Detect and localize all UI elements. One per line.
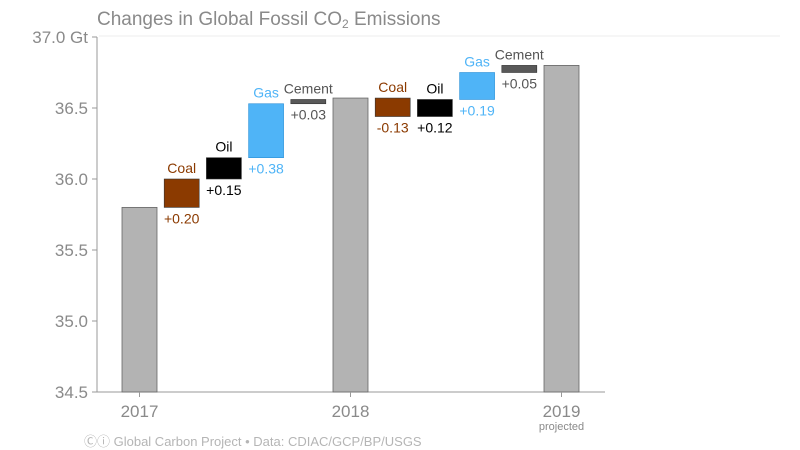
step-bar-cement <box>501 65 538 73</box>
step-value-label: +0.20 <box>164 210 200 226</box>
step-value-label: -0.13 <box>377 120 409 136</box>
y-tick-label: 35.5 <box>55 241 88 260</box>
total-bar-2018 <box>332 97 369 393</box>
step-value-label: +0.12 <box>417 120 453 136</box>
step-name-label: Cement <box>284 80 333 96</box>
step-value-label: +0.03 <box>291 107 327 123</box>
y-tick-label: 37.0 Gt <box>32 28 88 47</box>
chart-title: Changes in Global Fossil CO2 Emissions <box>97 9 441 31</box>
y-tick-label: 35.0 <box>55 312 88 331</box>
total-bar-2019 <box>543 65 580 393</box>
step-bar-coal <box>163 178 200 208</box>
total-bar-2017 <box>121 206 158 393</box>
step-name-label: Coal <box>167 160 196 176</box>
step-name-label: Gas <box>253 85 279 101</box>
step-value-label: +0.19 <box>459 102 495 118</box>
step-bar-gas <box>248 103 284 158</box>
x-tick-label: 2018 <box>332 402 370 421</box>
x-tick-label: 2017 <box>121 402 159 421</box>
step-name-label: Gas <box>464 54 490 70</box>
step-name-label: Coal <box>378 79 407 95</box>
step-name-label: Cement <box>495 46 544 62</box>
y-tick-label: 34.5 <box>55 383 88 402</box>
step-name-label: Oil <box>426 80 443 96</box>
step-value-label: +0.05 <box>502 76 538 92</box>
x-tick-note: projected <box>539 421 584 433</box>
step-bar-cement <box>290 99 327 105</box>
step-bar-coal <box>374 97 411 117</box>
step-bar-oil <box>206 157 242 180</box>
y-tick-label: 36.0 <box>55 170 88 189</box>
step-bar-oil <box>417 99 453 117</box>
step-value-label: +0.15 <box>206 182 242 198</box>
step-name-label: Oil <box>215 139 232 155</box>
x-tick-label: 2019 <box>543 402 581 421</box>
y-tick-label: 36.5 <box>55 99 88 118</box>
step-bar-gas <box>459 72 495 100</box>
step-value-label: +0.38 <box>248 161 284 177</box>
footer-credit: Ⓒⓘ Global Carbon Project • Data: CDIAC/G… <box>84 434 422 449</box>
